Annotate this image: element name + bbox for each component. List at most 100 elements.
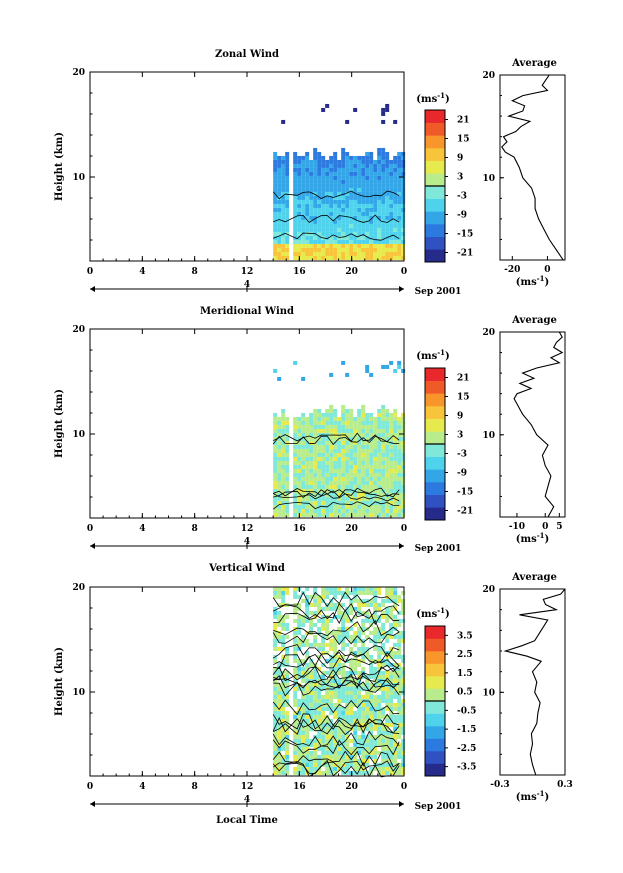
heatmap-cell xyxy=(281,408,286,413)
heatmap-cell xyxy=(329,464,334,469)
heatmap-cell xyxy=(401,762,406,767)
heatmap-cell xyxy=(357,464,362,469)
heatmap-cell xyxy=(309,678,314,683)
heatmap-cell xyxy=(281,480,286,485)
heatmap-cell xyxy=(329,602,334,607)
heatmap-cell xyxy=(377,251,382,256)
heatmap-cell xyxy=(357,231,362,236)
heatmap-cell xyxy=(389,488,394,493)
heatmap-cell xyxy=(281,492,286,497)
heatmap-cell xyxy=(317,444,322,449)
heatmap-cell xyxy=(297,706,302,711)
heatmap-cell xyxy=(293,734,298,739)
unit-superscript: -1 xyxy=(537,789,545,798)
heatmap-cell xyxy=(277,432,282,437)
heatmap-cell xyxy=(381,119,386,124)
heatmap-cell xyxy=(365,762,370,767)
heatmap-cell xyxy=(365,726,370,731)
heatmap-cells xyxy=(273,586,406,775)
heatmap-cell xyxy=(401,416,406,421)
heatmap-cell xyxy=(353,215,358,220)
colorbar-swatch xyxy=(425,507,445,521)
heatmap-cell xyxy=(293,638,298,643)
heatmap-cell xyxy=(389,770,394,775)
heatmap-cell xyxy=(277,448,282,453)
heatmap-cell xyxy=(389,215,394,220)
heatmap-cell xyxy=(349,690,354,695)
heatmap-cell xyxy=(345,187,350,192)
heatmap-cell xyxy=(325,508,330,513)
heatmap-cell xyxy=(389,199,394,204)
heatmap-cell xyxy=(281,718,286,723)
heatmap-cell xyxy=(385,504,390,509)
heatmap-cell xyxy=(401,488,406,493)
heatmap-cell xyxy=(309,484,314,489)
heatmap-cell xyxy=(317,706,322,711)
heatmap-cell xyxy=(313,468,318,473)
heatmap-cell xyxy=(333,159,338,164)
heatmap-cell xyxy=(293,594,298,599)
heatmap-cell xyxy=(381,151,386,156)
heatmap-cell xyxy=(277,710,282,715)
heatmap-cell xyxy=(341,360,346,365)
heatmap-cell xyxy=(361,460,366,465)
heatmap-cell xyxy=(397,484,402,489)
heatmap-cell xyxy=(317,452,322,457)
heatmap-cell xyxy=(349,682,354,687)
heatmap-cell xyxy=(349,251,354,256)
heatmap-cell xyxy=(321,219,326,224)
heatmap-cell xyxy=(345,472,350,477)
heatmap-cell xyxy=(329,678,334,683)
heatmap-cell xyxy=(285,488,290,493)
heatmap-cell xyxy=(317,195,322,200)
heatmap-cell xyxy=(353,191,358,196)
heatmap-cell xyxy=(397,239,402,244)
heatmap-cell xyxy=(341,171,346,176)
heatmap-cell xyxy=(353,107,358,112)
heatmap-cell xyxy=(381,416,386,421)
heatmap-cell xyxy=(273,674,278,679)
heatmap-cell xyxy=(273,195,278,200)
heatmap-cell xyxy=(397,746,402,751)
heatmap-cell xyxy=(397,698,402,703)
heatmap-cell xyxy=(321,594,326,599)
heatmap-cell xyxy=(353,235,358,240)
heatmap-cell xyxy=(385,686,390,691)
heatmap-cell xyxy=(297,504,302,509)
heatmap-cell xyxy=(393,416,398,421)
heatmap-cell xyxy=(365,183,370,188)
heatmap-cell xyxy=(293,480,298,485)
heatmap-cell xyxy=(329,698,334,703)
heatmap-cell xyxy=(393,456,398,461)
heatmap-cell xyxy=(345,412,350,417)
heatmap-cell xyxy=(353,642,358,647)
heatmap-cell xyxy=(401,504,406,509)
zero-contour-line xyxy=(273,489,400,499)
heatmap-cell xyxy=(341,770,346,775)
heatmap-cell xyxy=(337,187,342,192)
heatmap-cell xyxy=(297,472,302,477)
heatmap-cell xyxy=(301,710,306,715)
heatmap-cell xyxy=(329,702,334,707)
heatmap-cell xyxy=(329,408,334,413)
heatmap-cell xyxy=(333,734,338,739)
date-axis-arrow xyxy=(90,286,95,292)
heatmap-cell xyxy=(341,484,346,489)
heatmap-cell xyxy=(281,243,286,248)
heatmap-cell xyxy=(313,243,318,248)
heatmap-cell xyxy=(321,476,326,481)
heatmap-cell xyxy=(305,159,310,164)
heatmap-cell xyxy=(401,500,406,505)
heatmap-cell xyxy=(329,642,334,647)
heatmap-cell xyxy=(297,614,302,619)
heatmap-cell xyxy=(333,678,338,683)
heatmap-cell xyxy=(329,500,334,505)
heatmap-cell xyxy=(301,231,306,236)
heatmap-cell xyxy=(273,203,278,208)
heatmap-cell xyxy=(341,223,346,228)
heatmap-cell xyxy=(297,766,302,771)
heatmap-cell xyxy=(309,610,314,615)
heatmap-cell xyxy=(281,203,286,208)
heatmap-cell xyxy=(325,187,330,192)
heatmap-cell xyxy=(373,464,378,469)
